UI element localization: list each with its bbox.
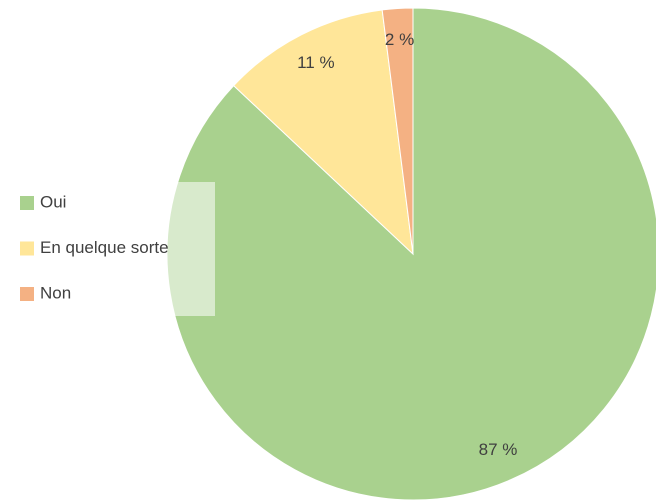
data-label: 11 % — [297, 53, 335, 72]
legend-swatch — [20, 196, 34, 210]
legend: Oui En quelque sorte Non — [8, 182, 215, 316]
data-label: 87 % — [479, 440, 518, 459]
legend-label: En quelque sorte — [40, 238, 169, 257]
legend-label: Non — [40, 283, 71, 302]
legend-swatch — [20, 241, 34, 256]
legend-swatch — [20, 287, 34, 301]
pie — [166, 7, 656, 500]
pie-slice — [232, 9, 414, 256]
legend-box — [8, 182, 215, 316]
legend-label: Oui — [40, 192, 66, 211]
data-label: 2 % — [385, 30, 414, 49]
pie-slice — [381, 7, 414, 255]
data-labels: 87 % 11 % 2 % — [297, 30, 517, 459]
